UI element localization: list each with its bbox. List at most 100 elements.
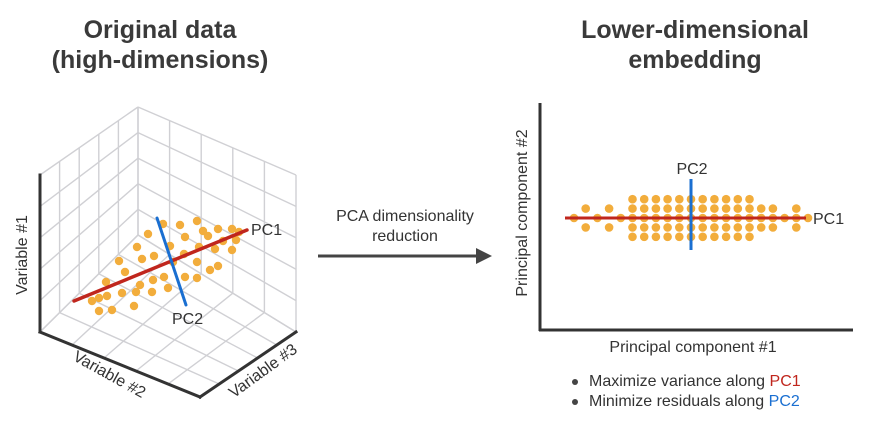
grid-line — [137, 157, 297, 239]
pc2-label-3d: PC2 — [172, 311, 203, 328]
data-point-2d — [639, 204, 649, 213]
grid-line — [137, 131, 297, 208]
data-point-2d — [803, 213, 813, 223]
data-point-3d — [137, 254, 147, 264]
data-point-3d — [163, 283, 173, 293]
data-point-2d — [745, 194, 754, 204]
data-point-3d — [102, 291, 112, 301]
bullet-icon — [572, 399, 578, 405]
data-point-2d — [710, 194, 719, 204]
data-point-3d — [180, 272, 190, 282]
data-point-3d — [147, 287, 157, 297]
data-point-2d — [792, 223, 801, 232]
data-point-2d — [639, 223, 649, 232]
data-point-2d — [733, 232, 743, 242]
data-point-2d — [745, 204, 754, 213]
data-point-2d — [698, 232, 707, 242]
objective-text: Maximize variance along — [589, 373, 770, 390]
data-point-2d — [756, 204, 766, 213]
data-point-2d — [651, 223, 661, 232]
data-point-2d — [639, 194, 649, 204]
arrow-label-line2: reduction — [372, 228, 438, 245]
data-point-3d — [131, 287, 141, 297]
objectives-list: Maximize variance along PC1 Minimize res… — [572, 372, 801, 412]
3d-axes — [38, 173, 299, 400]
data-point-3d — [175, 220, 185, 230]
left-title-line2: (high-dimensions) — [51, 46, 269, 74]
right-title-line2: embedding — [628, 46, 762, 74]
right-title-line1: Lower-dimensional — [581, 16, 809, 44]
data-point-2d — [721, 223, 731, 232]
axis-label-variable-2: Variable #2 — [70, 348, 148, 402]
arrow-label: PCA dimensionality reduction — [300, 207, 510, 247]
data-point-3d — [94, 293, 104, 303]
data-point-3d — [227, 245, 237, 255]
pc2-label-2d: PC2 — [676, 161, 707, 178]
data-point-3d — [213, 261, 223, 271]
data-point-2d — [733, 223, 743, 232]
data-point-3d — [192, 257, 202, 267]
data-point-2d — [663, 194, 672, 204]
data-point-2d — [639, 232, 649, 242]
data-point-3d — [213, 224, 223, 234]
data-point-3d — [129, 301, 139, 311]
left-title-line1: Original data — [83, 16, 237, 44]
right-arrow-icon — [476, 248, 492, 264]
data-point-3d — [231, 235, 241, 245]
grid-line — [137, 106, 297, 176]
variable-2-axis — [38, 330, 202, 399]
grid-line — [78, 292, 239, 372]
grid-line — [118, 253, 278, 346]
arrow-label-line1: PCA dimensionality — [336, 208, 474, 225]
pc1-line-3d — [72, 228, 249, 303]
data-point-2d — [604, 204, 614, 213]
data-point-2d — [745, 232, 754, 242]
data-point-3d — [180, 232, 190, 242]
grid-line — [167, 312, 265, 385]
data-point-2d — [628, 223, 637, 232]
grid-line — [98, 273, 258, 359]
data-point-3d — [205, 265, 215, 275]
data-point-3d — [94, 306, 104, 316]
grid-line — [39, 183, 139, 270]
objective-item: Maximize variance along PC1 — [572, 372, 801, 392]
data-point-3d — [132, 242, 142, 252]
right-panel-title: Lower-dimensional embedding — [520, 15, 870, 75]
data-point-2d — [721, 204, 731, 213]
data-point-3d — [143, 229, 153, 239]
data-point-2d — [663, 232, 672, 242]
data-point-2d — [733, 204, 743, 213]
pc1-label-3d: PC1 — [251, 222, 282, 239]
3d-points — [87, 216, 244, 316]
data-point-2d — [792, 204, 801, 213]
data-point-2d — [710, 232, 719, 242]
data-point-2d — [675, 223, 684, 232]
data-point-3d — [107, 305, 117, 315]
grid-line — [59, 311, 220, 385]
grid-line — [135, 292, 234, 372]
x-axis-label: Principal component #1 — [609, 339, 776, 356]
data-point-3d — [117, 288, 127, 298]
bullet-icon — [572, 379, 578, 385]
data-point-2d — [604, 223, 614, 232]
data-point-3d — [114, 256, 124, 266]
grid-line — [39, 208, 139, 302]
objective-highlight-pc2: PC2 — [768, 393, 800, 410]
data-point-2d — [756, 223, 766, 232]
data-point-2d — [710, 223, 719, 232]
data-point-2d — [733, 194, 743, 204]
data-point-2d — [721, 194, 731, 204]
grid-line — [39, 234, 139, 333]
data-point-2d — [581, 223, 590, 232]
data-point-2d — [628, 232, 637, 242]
grid-line — [39, 157, 139, 239]
data-point-2d — [698, 204, 707, 213]
data-point-3d — [203, 231, 213, 241]
data-point-2d — [628, 194, 637, 204]
grid-line — [103, 273, 202, 359]
data-point-3d — [101, 277, 111, 287]
pc1-label-2d: PC1 — [813, 211, 844, 228]
data-point-3d — [227, 224, 237, 234]
data-point-2d — [651, 232, 661, 242]
